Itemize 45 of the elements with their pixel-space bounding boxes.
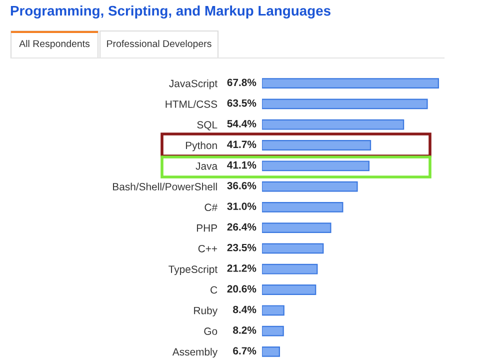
bar [262, 222, 332, 234]
bar [262, 202, 344, 212]
bar [262, 326, 284, 336]
bar [262, 243, 324, 254]
y-tick-label: C++ [198, 244, 218, 252]
data-label: 6.7% [233, 347, 256, 354]
y-tick-label: Go [204, 328, 218, 335]
bar [262, 305, 284, 316]
bar [262, 284, 316, 295]
data-label: 36.6% [227, 182, 256, 190]
y-tick-label: C [210, 286, 218, 294]
y-tick-label: PHP [196, 224, 218, 232]
y-tick-label: TypeScript [168, 265, 218, 276]
bar [262, 160, 370, 172]
bar [262, 181, 358, 192]
bar [262, 78, 439, 89]
y-tick-label: C# [204, 204, 218, 212]
data-label: 26.4% [227, 223, 256, 231]
data-label: 54.4% [227, 120, 256, 128]
bar [262, 346, 280, 357]
data-label: 31.0% [227, 202, 256, 210]
text: All Respondents [19, 40, 90, 50]
chart-title: Programming, Scripting, and Markup Languages [10, 5, 330, 19]
y-tick-label: Assembly [172, 348, 218, 358]
data-label: 67.8% [227, 78, 256, 86]
data-label: 41.7% [227, 140, 256, 148]
data-label: 8.4% [233, 306, 256, 314]
text: Professional Developers [107, 40, 212, 50]
bar [262, 119, 404, 130]
y-tick-label: Java [196, 162, 218, 170]
bar [262, 264, 318, 274]
data-label: 41.1% [227, 161, 256, 169]
data-label: 23.5% [227, 244, 256, 252]
y-tick-label: Python [186, 141, 217, 152]
y-tick-label: SQL [197, 121, 218, 130]
bar [262, 98, 428, 110]
data-label: 20.6% [227, 285, 256, 293]
data-label: 21.2% [227, 264, 256, 272]
y-tick-label: Bash/Shell/PowerShell [113, 182, 217, 190]
y-tick-label: JavaScript [169, 80, 218, 90]
data-label: 8.2% [233, 326, 256, 334]
y-tick-label: Ruby [194, 306, 218, 316]
bar [262, 140, 372, 150]
data-label: 63.5% [227, 99, 256, 107]
y-tick-label: HTML/CSS [166, 100, 218, 108]
